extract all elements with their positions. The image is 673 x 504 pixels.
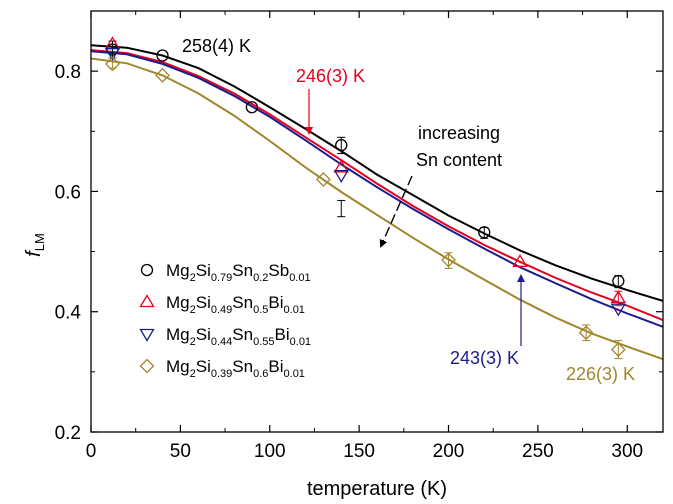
x-tick-label: 200 <box>433 441 465 462</box>
y-axis-title-main: f <box>23 249 45 257</box>
legend-label-1: Mg2​Si0.49​Sn0.5​Bi0.01​ <box>166 293 305 316</box>
data-point-1 <box>333 159 349 173</box>
legend-label-3: Mg2​Si0.39​Sn0.6​Bi0.01​ <box>166 357 305 380</box>
legend-marker-3 <box>139 358 155 374</box>
annotation-226k: 226(3) K <box>566 364 635 384</box>
error-bar <box>337 199 346 218</box>
x-tick-label: 0 <box>86 441 97 462</box>
data-point-3 <box>105 56 120 72</box>
annotation-243k: 243(3) K <box>450 348 519 368</box>
y-axis-title-sub: LM <box>32 233 47 251</box>
fit-curve-2 <box>91 50 663 328</box>
data-point-3 <box>441 252 456 268</box>
plot-frame <box>90 10 664 433</box>
fit-curve-0 <box>91 44 663 302</box>
data-point-0 <box>478 226 491 239</box>
y-tick-label: 0.4 <box>55 303 82 324</box>
y-axis-title: fLM <box>23 233 47 257</box>
legend-marker-1 <box>139 294 155 308</box>
fit-curve-3 <box>91 57 663 361</box>
data-point-3 <box>578 325 594 341</box>
x-tick-label: 300 <box>611 441 643 462</box>
data-point-0 <box>612 274 625 288</box>
data-point-3 <box>315 171 331 187</box>
legend-label-2: Mg2​Si0.44​Sn0.55​Bi0.01​ <box>166 325 311 348</box>
data-point-1 <box>610 290 626 304</box>
y-tick-label: 0.6 <box>55 182 81 203</box>
annotation-258k: 258(4) K <box>182 36 251 56</box>
y-tick-label: 0.8 <box>55 62 81 83</box>
data-point-3 <box>155 67 170 83</box>
data-point-2 <box>610 303 626 317</box>
legend-marker-2 <box>139 328 155 342</box>
data-point-0 <box>156 49 169 62</box>
annotation-sn-content: Sn content <box>416 150 502 170</box>
y-tick-label: 0.2 <box>55 423 81 444</box>
x-tick-label: 50 <box>170 441 191 462</box>
data-point-2 <box>333 170 349 183</box>
data-point-0 <box>245 101 259 114</box>
legend: Mg2​Si0.79​Sn0.2​Sb0.01​ Mg2​Si0.49​Sn0.5… <box>139 261 311 380</box>
x-axis-title: temperature (K) <box>307 478 447 500</box>
data-point-3 <box>610 342 626 358</box>
legend-label-0: Mg2​Si0.79​Sn0.2​Sb0.01​ <box>166 261 311 284</box>
x-tick-label: 250 <box>522 441 554 462</box>
x-tick-label: 150 <box>343 441 375 462</box>
x-tick-label: 100 <box>254 441 286 462</box>
data-point-0 <box>335 138 348 152</box>
error-bar <box>582 324 591 342</box>
annotation-increasing: increasing <box>418 123 500 143</box>
fit-curve-1 <box>91 49 663 322</box>
data-point-2 <box>104 47 121 61</box>
annotation-246k: 246(3) K <box>296 66 365 86</box>
data-point-1 <box>512 254 528 267</box>
arrow-increasing-sn <box>379 175 413 248</box>
legend-marker-0 <box>140 263 154 277</box>
